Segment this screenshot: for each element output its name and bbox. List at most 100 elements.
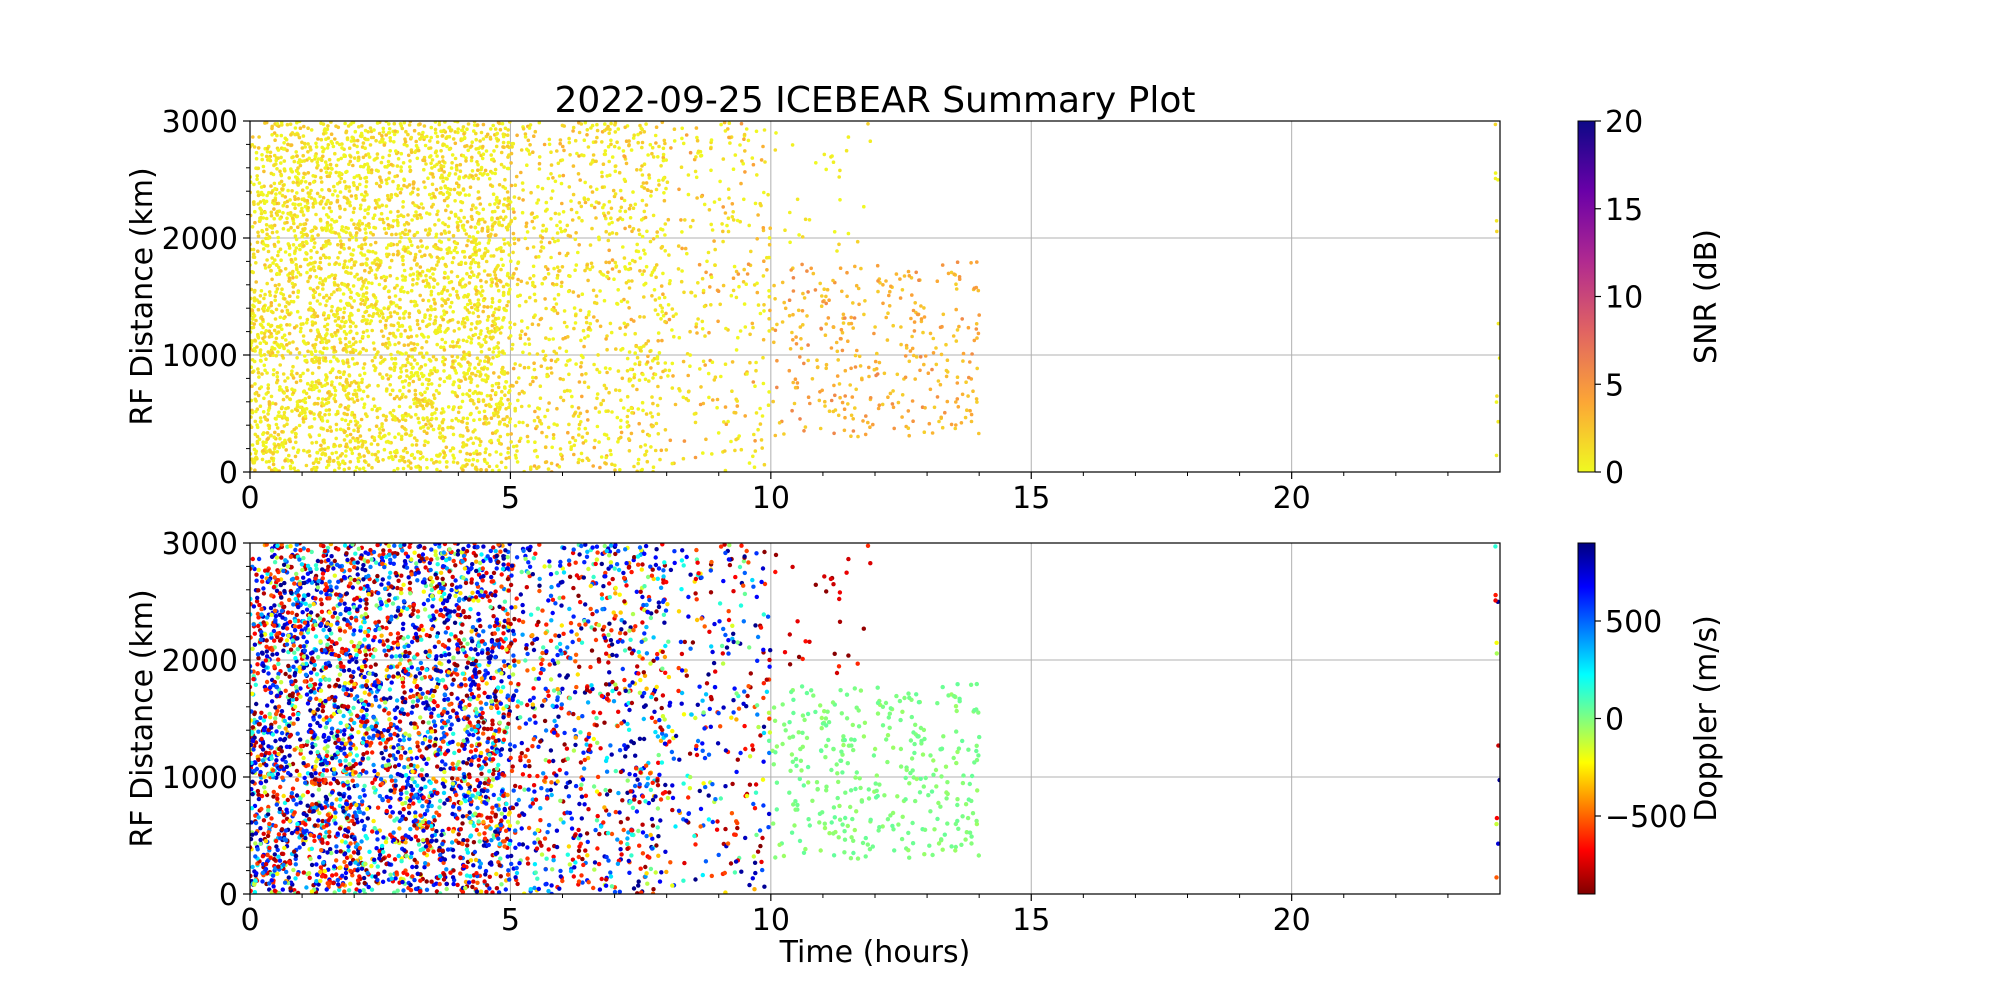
- scatter-point: [347, 185, 352, 189]
- scatter-point: [424, 273, 428, 278]
- scatter-point: [506, 300, 511, 304]
- scatter-point: [704, 437, 708, 442]
- scatter-point: [353, 469, 357, 472]
- scatter-point: [756, 427, 760, 432]
- scatter-point: [364, 286, 369, 290]
- scatter-point: [558, 226, 563, 231]
- scatter-point: [585, 266, 589, 270]
- scatter-point: [416, 309, 421, 313]
- scatter-point: [643, 215, 648, 220]
- scatter-point: [280, 287, 284, 292]
- scatter-point: [642, 269, 646, 273]
- scatter-point: [481, 144, 485, 149]
- scatter-point: [286, 212, 291, 216]
- scatter-point: [895, 372, 900, 377]
- scatter-point: [823, 399, 827, 404]
- scatter-point: [396, 321, 401, 326]
- scatter-point: [742, 137, 746, 141]
- scatter-point: [966, 394, 970, 398]
- scatter-point: [494, 430, 498, 434]
- scatter-point: [605, 370, 609, 375]
- scatter-point: [338, 337, 342, 342]
- scatter-point: [642, 315, 646, 319]
- scatter-point: [442, 128, 446, 133]
- scatter-point: [278, 216, 282, 221]
- scatter-point: [562, 320, 567, 325]
- scatter-point: [483, 450, 488, 455]
- scatter-point: [627, 449, 632, 453]
- scatter-point: [466, 148, 471, 153]
- scatter-point: [505, 133, 510, 137]
- scatter-point: [472, 418, 476, 423]
- scatter-point: [490, 296, 495, 301]
- scatter-point: [914, 355, 919, 359]
- scatter-point: [496, 121, 501, 125]
- scatter-point: [310, 441, 314, 445]
- scatter-point: [555, 231, 560, 235]
- scatter-point: [490, 217, 494, 222]
- scatter-point: [455, 394, 460, 399]
- scatter-point: [431, 427, 436, 432]
- scatter-point: [461, 226, 465, 230]
- scatter-point: [656, 432, 661, 436]
- scatter-point: [435, 255, 440, 260]
- scatter-point: [453, 141, 458, 146]
- scatter-point: [257, 375, 261, 379]
- scatter-point: [471, 273, 476, 278]
- scatter-point: [350, 235, 355, 240]
- scatter-point: [312, 346, 317, 350]
- scatter-point: [447, 248, 451, 253]
- scatter-point: [668, 438, 673, 443]
- scatter-point: [378, 372, 382, 376]
- scatter-point: [286, 188, 290, 193]
- scatter-point: [341, 372, 346, 377]
- scatter-point: [466, 238, 470, 243]
- scatter-point: [975, 336, 979, 340]
- scatter-point: [377, 434, 382, 439]
- scatter-point: [590, 226, 594, 231]
- scatter-point: [726, 127, 730, 131]
- scatter-point: [414, 139, 419, 144]
- scatter-point: [627, 437, 631, 441]
- scatter-point: [415, 230, 420, 235]
- scatter-point: [568, 274, 572, 279]
- scatter-point: [357, 125, 361, 129]
- scatter-point: [290, 369, 294, 374]
- scatter-point: [510, 276, 515, 280]
- scatter-point: [586, 278, 590, 283]
- scatter-point: [513, 406, 517, 411]
- scatter-point: [286, 242, 291, 246]
- scatter-point: [861, 419, 865, 423]
- scatter-point: [628, 367, 633, 372]
- scatter-point: [448, 448, 453, 453]
- scatter-point: [274, 290, 279, 294]
- scatter-point: [525, 281, 529, 285]
- scatter-point: [551, 337, 555, 341]
- scatter-point: [311, 180, 316, 184]
- scatter-point: [787, 313, 792, 318]
- scatter-point: [418, 271, 422, 276]
- scatter-point: [456, 191, 460, 195]
- scatter-point: [618, 425, 623, 430]
- scatter-point: [416, 148, 421, 153]
- scatter-point: [565, 223, 570, 228]
- scatter-point: [767, 390, 771, 394]
- scatter-point: [329, 226, 334, 230]
- scatter-point: [595, 367, 599, 372]
- scatter-point: [971, 389, 975, 394]
- scatter-point: [850, 395, 855, 399]
- scatter-point: [642, 283, 646, 287]
- scatter-point: [721, 239, 725, 244]
- scatter-point: [451, 255, 456, 260]
- scatter-point: [710, 228, 715, 232]
- scatter-point: [533, 298, 538, 303]
- scatter-point: [662, 295, 667, 300]
- scatter-point: [396, 350, 400, 354]
- scatter-point: [352, 206, 357, 211]
- scatter-point: [252, 145, 257, 149]
- scatter-point: [498, 298, 502, 303]
- scatter-point: [643, 452, 648, 457]
- scatter-point: [840, 289, 844, 294]
- scatter-point: [366, 463, 371, 467]
- scatter-point: [356, 384, 361, 389]
